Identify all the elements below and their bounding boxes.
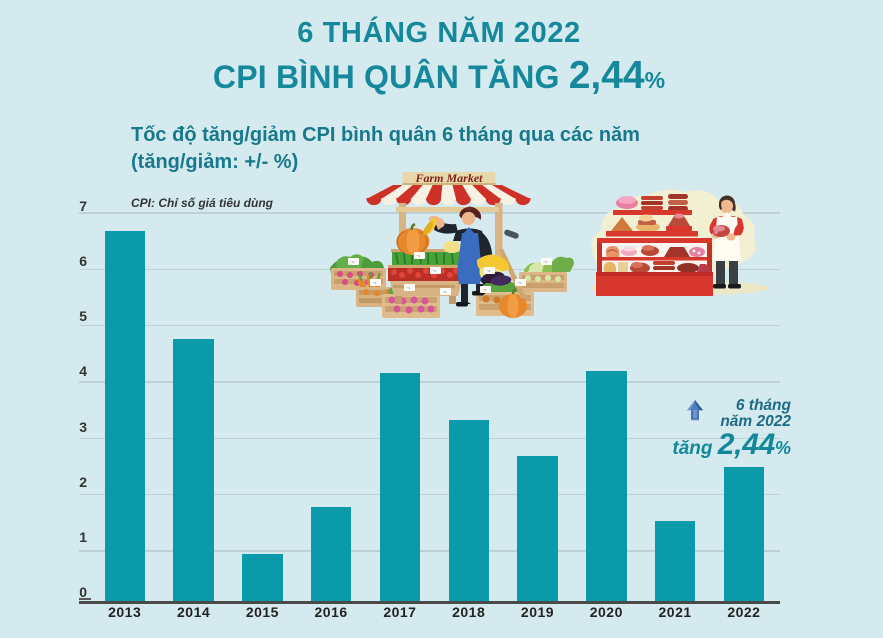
svg-text:~s: ~s <box>517 280 521 285</box>
svg-text:~s: ~s <box>406 285 410 290</box>
svg-text:~s: ~s <box>350 259 354 264</box>
svg-text:~s: ~s <box>482 287 486 292</box>
svg-text:~s: ~s <box>372 280 376 285</box>
svg-text:~s: ~s <box>543 259 547 264</box>
svg-text:Farm Market: Farm Market <box>414 171 483 185</box>
svg-text:~s: ~s <box>486 268 490 273</box>
svg-text:~s: ~s <box>432 268 436 273</box>
svg-text:~s: ~s <box>416 253 420 258</box>
svg-text:~s: ~s <box>442 289 446 294</box>
